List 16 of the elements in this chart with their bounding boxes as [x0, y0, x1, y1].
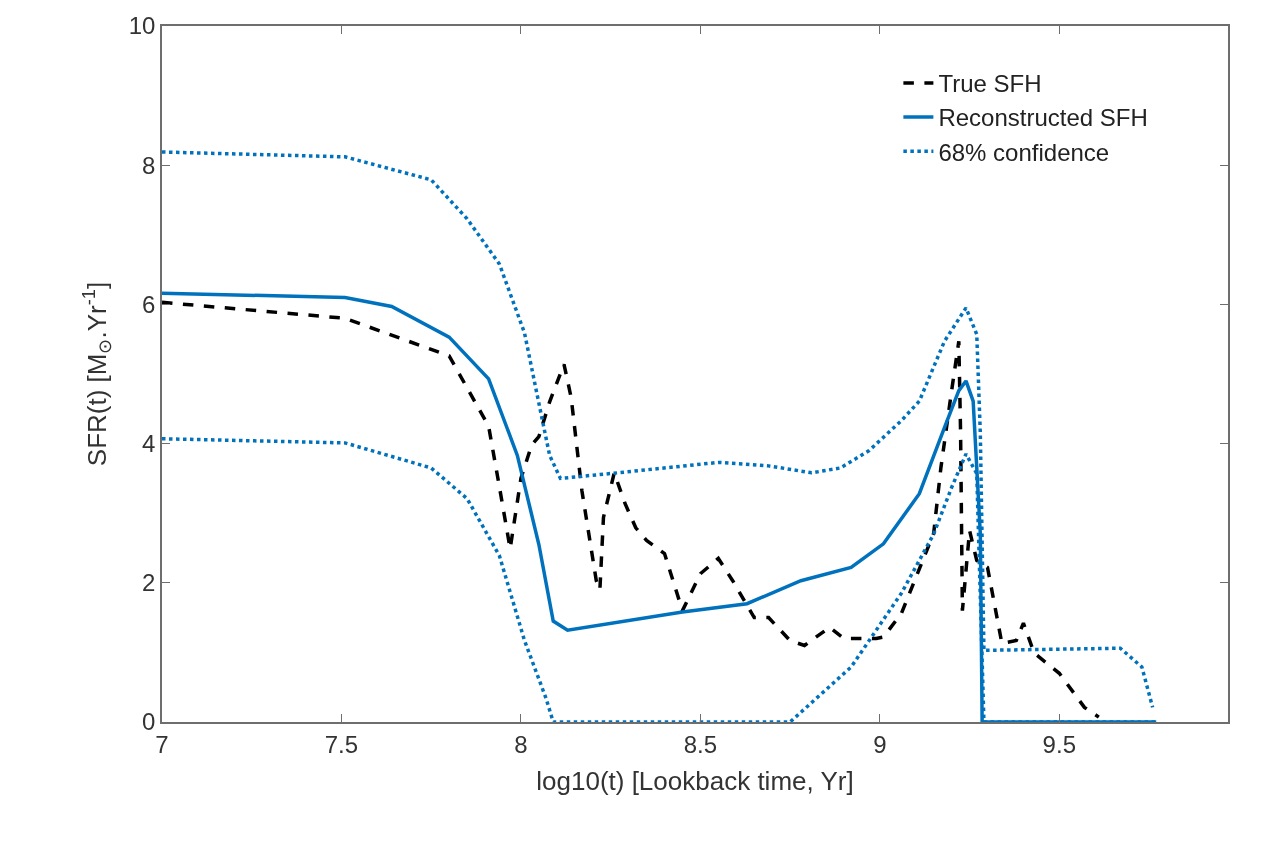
x-tick-label: 9 [873, 730, 887, 758]
x-axis-title: log10(t) [Lookback time, Yr] [536, 765, 854, 796]
y-tick-label: 6 [142, 290, 156, 318]
x-tick-label: 7.5 [324, 730, 359, 758]
x-tick-label: 7 [155, 730, 169, 758]
legend-label: True SFH [938, 70, 1042, 98]
y-tick-label: 10 [128, 12, 156, 40]
x-tick-label: 8.5 [683, 730, 718, 758]
y-tick-label: 0 [142, 708, 156, 736]
x-tick-label: 8 [514, 730, 528, 758]
y-tick-label: 4 [142, 430, 156, 457]
legend-label: Reconstructed SFH [938, 104, 1148, 132]
x-tick-label: 9.5 [1042, 730, 1076, 758]
y-tick-label: 8 [142, 151, 156, 179]
legend-label: 68% confidence [938, 138, 1110, 166]
y-tick-label: 2 [142, 569, 156, 597]
